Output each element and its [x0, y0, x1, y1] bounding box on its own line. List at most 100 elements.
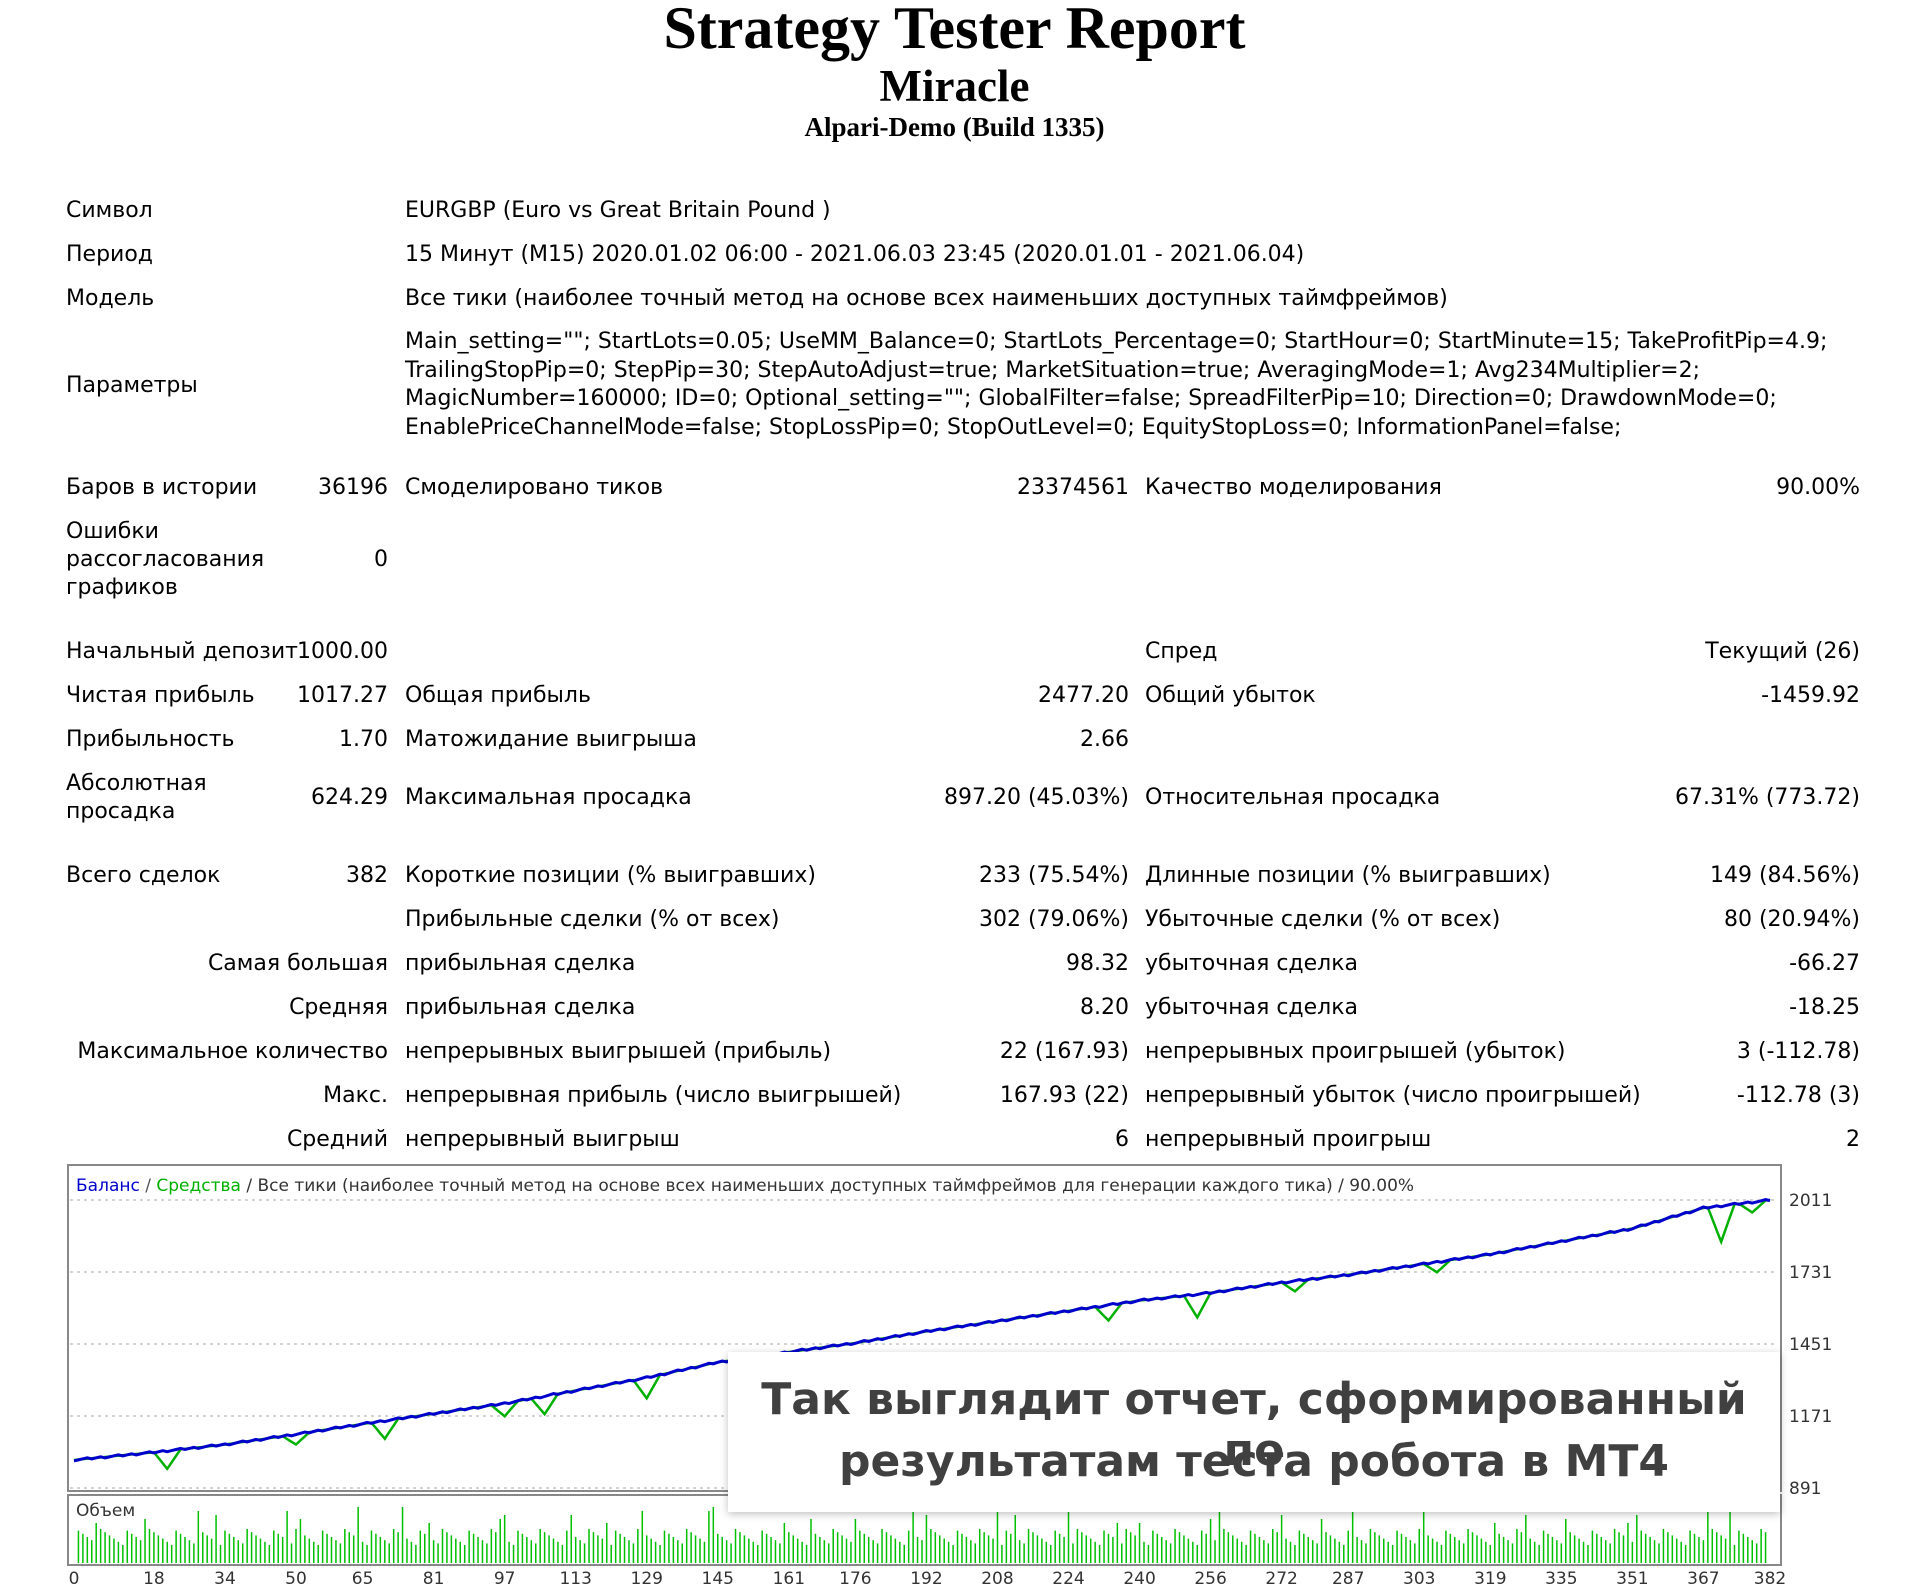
long-positions-value: 149 (84.56%)	[1709, 863, 1860, 888]
ticks-value: 23374561	[1017, 475, 1129, 500]
x-tick-label: 176	[839, 1569, 871, 1587]
x-tick-label: 224	[1052, 1569, 1084, 1587]
x-tick-label: 208	[981, 1569, 1013, 1587]
params-line: Main_setting=""; StartLots=0.05; UseMM_B…	[405, 329, 1828, 354]
largest-profit-value: 98.32	[1066, 951, 1129, 976]
model-label: Модель	[66, 286, 155, 311]
max-consecutive-profit-value: 167.93 (22)	[999, 1083, 1129, 1108]
abs-drawdown-label-line: просадка	[66, 799, 176, 824]
bars-label: Баров в истории	[66, 475, 258, 500]
abs-drawdown-value: 624.29	[311, 785, 388, 810]
caption-line: результатам теста робота в МТ4	[838, 1436, 1669, 1487]
y-tick-label: 891	[1789, 1479, 1821, 1499]
profit-trades-value: 302 (79.06%)	[978, 907, 1129, 932]
legend-equity: Средства	[156, 1176, 241, 1196]
bars-value: 36196	[318, 475, 388, 500]
avg-consecutive-win-label: непрерывный выигрыш	[405, 1127, 680, 1152]
largest-profit-label: прибыльная сделка	[405, 951, 636, 976]
params-line: EnablePriceChannelMode=false; StopLossPi…	[405, 414, 1622, 440]
gross-loss-value: -1459.92	[1761, 683, 1860, 708]
period-label: Период	[66, 242, 154, 267]
short-positions-value: 233 (75.54%)	[978, 863, 1129, 888]
period-value: 15 Минут (M15) 2020.01.02 06:00 - 2021.0…	[405, 242, 1305, 267]
net-profit-label: Чистая прибыль	[66, 683, 255, 708]
x-tick-label: 335	[1545, 1569, 1577, 1587]
volume-bars	[77, 1507, 1767, 1563]
rel-drawdown-value: 67.31% (773.72)	[1674, 785, 1860, 810]
volume-label: Объем	[76, 1501, 135, 1521]
x-tick-label: 145	[702, 1569, 734, 1587]
params-line: TrailingStopPip=0; StepPip=30; StepAutoA…	[405, 357, 1701, 383]
x-tick-label: 50	[285, 1569, 307, 1587]
total-trades-label: Всего сделок	[66, 863, 221, 888]
loss-trades-label: Убыточные сделки (% от всех)	[1145, 907, 1501, 932]
x-tick-label: 192	[910, 1569, 942, 1587]
average-loss-label: убыточная сделка	[1145, 995, 1358, 1020]
deposit-value: 1000.00	[297, 639, 388, 664]
caption-overlay: Так выглядит отчет, сформированный по ре…	[728, 1352, 1780, 1512]
max-consecutive-loss-label: непрерывный убыток (число проигрышей)	[1145, 1083, 1641, 1108]
profit-factor-value: 1.70	[339, 727, 388, 752]
x-tick-label: 81	[423, 1569, 445, 1587]
symbol-value: EURGBP (Euro vs Great Britain Pound )	[405, 198, 831, 223]
largest-loss-value: -66.27	[1789, 951, 1860, 976]
rel-drawdown-label: Относительная просадка	[1145, 785, 1441, 810]
x-tick-label: 303	[1403, 1569, 1435, 1587]
x-tick-label: 240	[1123, 1569, 1155, 1587]
max-consecutive-wins-value: 22 (167.93)	[999, 1039, 1129, 1064]
profit-trades-label: Прибыльные сделки (% от всех)	[405, 907, 780, 932]
balance-line	[73, 1198, 1771, 1463]
max-consecutive-losses-label: непрерывных проигрышей (убыток)	[1145, 1039, 1566, 1064]
params-value: Main_setting=""; StartLots=0.05; UseMM_B…	[405, 328, 1827, 442]
y-axis-labels: 2011 1731 1451 1171 891	[1789, 1191, 1832, 1499]
spread-value: Текущий (26)	[1705, 639, 1860, 664]
spread-label: Спред	[1145, 639, 1218, 664]
y-tick-label: 2011	[1789, 1191, 1832, 1211]
x-tick-label: 18	[143, 1569, 165, 1587]
gross-loss-label: Общий убыток	[1145, 683, 1316, 708]
largest-label: Самая большая	[207, 951, 388, 976]
symbol-label: Символ	[66, 198, 153, 223]
gross-profit-value: 2477.20	[1038, 683, 1129, 708]
params-label: Параметры	[66, 373, 198, 398]
caption-line: Так выглядит отчет, сформированный по	[761, 1374, 1747, 1476]
max-count-label: Максимальное количество	[77, 1039, 388, 1064]
max-consecutive-profit-label: непрерывная прибыль (число выигрышей)	[405, 1083, 902, 1108]
average-profit-label: прибыльная сделка	[405, 995, 636, 1020]
expert-name: Miracle	[879, 61, 1030, 111]
x-tick-label: 65	[352, 1569, 374, 1587]
legend-description: / Все тики (наиболее точный метод на осн…	[241, 1176, 1414, 1196]
legend-balance: Баланс	[76, 1176, 140, 1196]
errors-label-line: рассогласования	[66, 547, 265, 572]
x-axis-labels: 0 18 34 50 65 81 97 113 129 145 161 176 192 208 224 240…	[69, 1569, 1787, 1587]
x-tick-label: 34	[214, 1569, 236, 1587]
payoff-label: Матожидание выигрыша	[405, 727, 697, 752]
payoff-value: 2.66	[1080, 727, 1129, 752]
largest-loss-label: убыточная сделка	[1145, 951, 1358, 976]
avg-consecutive-loss-value: 2	[1846, 1127, 1860, 1152]
x-tick-label: 256	[1194, 1569, 1226, 1587]
x-tick-label: 97	[494, 1569, 516, 1587]
x-tick-label: 382	[1754, 1569, 1786, 1587]
y-tick-label: 1171	[1789, 1407, 1832, 1427]
net-profit-value: 1017.27	[297, 683, 388, 708]
x-tick-label: 0	[69, 1569, 80, 1587]
max-consecutive-losses-value: 3 (-112.78)	[1736, 1039, 1860, 1064]
average-profit-value: 8.20	[1080, 995, 1129, 1020]
max-drawdown-value: 897.20 (45.03%)	[943, 785, 1129, 810]
x-tick-label: 161	[773, 1569, 805, 1587]
errors-label-line: графиков	[66, 575, 178, 600]
y-tick-label: 1451	[1789, 1335, 1832, 1355]
long-positions-label: Длинные позиции (% выигравших)	[1145, 863, 1551, 888]
params-line: MagicNumber=160000; ID=0; Optional_setti…	[405, 386, 1777, 411]
server-build: Alpari-Demo (Build 1335)	[804, 112, 1105, 142]
gross-profit-label: Общая прибыль	[405, 683, 591, 708]
x-tick-label: 319	[1474, 1569, 1506, 1587]
x-tick-label: 367	[1687, 1569, 1719, 1587]
max-consecutive-loss-value: -112.78 (3)	[1736, 1083, 1860, 1108]
quality-value: 90.00%	[1776, 475, 1860, 500]
short-positions-label: Короткие позиции (% выигравших)	[405, 863, 816, 888]
chart-legend: Баланс / Средства / Все тики (наиболее т…	[76, 1176, 1414, 1196]
ticks-label: Смоделировано тиков	[405, 475, 664, 500]
